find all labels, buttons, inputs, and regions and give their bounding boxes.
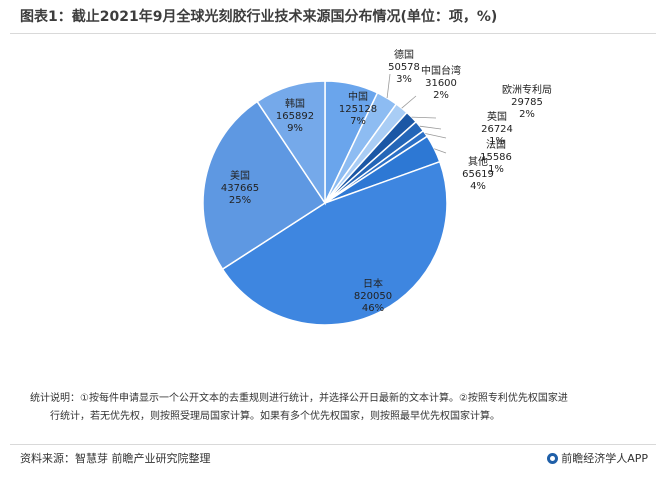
slice-value: 165892 <box>276 111 314 122</box>
pie-slice <box>202 100 327 271</box>
slice-percent: 4% <box>470 181 486 192</box>
pie-slice <box>256 80 326 206</box>
slice-name: 中国台湾 <box>421 64 461 77</box>
slice-name: 中国 <box>348 90 368 103</box>
slice-percent: 7% <box>350 116 366 127</box>
pie-chart: 中国 125128 7%德国 50578 3%中国台湾 31600 2% 欧洲专利局 29785… <box>202 48 552 326</box>
slice-name: 日本 <box>363 277 383 290</box>
slice-label: 中国 125128 7% <box>339 90 377 127</box>
slice-name: 欧洲专利局 <box>502 83 552 96</box>
slice-percent: 2% <box>433 90 449 101</box>
note-line-1: 统计说明：①按每件申请显示一个公开文本的去重规则进行统计，并选择公开日最新的文本… <box>30 393 568 404</box>
title-divider <box>10 33 656 34</box>
statistics-note: 统计说明：①按每件申请显示一个公开文本的去重规则进行统计，并选择公开日最新的文本… <box>30 390 640 426</box>
slice-name: 德国 <box>394 48 414 61</box>
slice-value: 15586 <box>480 152 512 163</box>
brand: 前瞻经济学人APP <box>547 450 648 466</box>
leader-line <box>419 125 442 130</box>
slice-percent: 2% <box>519 109 535 120</box>
leader-line <box>434 148 447 154</box>
slice-name: 美国 <box>230 169 250 182</box>
slice-value: 65619 <box>462 169 494 180</box>
slice-label: 美国 437665 25% <box>221 169 259 206</box>
brand-logo-icon <box>547 452 559 464</box>
slice-value: 125128 <box>339 104 377 115</box>
leader-line <box>386 73 391 99</box>
slice-percent: 1% <box>489 136 505 147</box>
slice-value: 29785 <box>511 97 543 108</box>
slice-label: 日本 820050 46% <box>354 277 392 314</box>
slice-value: 437665 <box>221 183 259 194</box>
slice-label: 欧洲专利局 29785 2% <box>502 83 552 120</box>
brand-name: 前瞻经济学人APP <box>561 452 648 465</box>
slice-percent: 25% <box>229 195 251 206</box>
slice-label: 韩国 165892 9% <box>276 97 314 134</box>
slice-name: 英国 <box>487 110 507 123</box>
slice-value: 50578 <box>388 62 420 73</box>
slice-label: 英国 26724 1% <box>481 110 513 147</box>
note-line-2: 行统计，若无优先权，则按照受理局国家计算。如果有多个优先权国家，则按照最早优先权… <box>50 411 500 422</box>
slice-name: 其他 <box>468 155 488 168</box>
leader-line <box>411 116 437 119</box>
slice-label: 其他 65619 4% <box>462 155 494 192</box>
slice-percent: 1% <box>488 164 504 175</box>
slice-label: 德国 50578 3% <box>388 48 420 85</box>
slice-percent: 46% <box>362 303 384 314</box>
slice-value: 26724 <box>481 124 513 135</box>
slice-name: 韩国 <box>285 97 305 110</box>
slice-percent: 3% <box>396 74 412 85</box>
pie-slice <box>221 160 448 326</box>
footer-divider <box>10 444 656 445</box>
slice-percent: 9% <box>287 123 303 134</box>
slice-value: 31600 <box>425 78 457 89</box>
source-text: 资料来源：智慧芽 前瞻产业研究院整理 <box>20 452 211 465</box>
slice-name: 法国 <box>486 138 506 151</box>
chart-title: 图表1：截止2021年9月全球光刻胶行业技术来源国分布情况(单位：项，%) <box>20 9 498 25</box>
slice-value: 820050 <box>354 291 392 302</box>
leader-line <box>425 133 447 139</box>
slice-label: 中国台湾 31600 2% <box>421 64 461 101</box>
leader-line <box>401 95 417 109</box>
slice-label: 法国 15586 1% <box>480 138 512 175</box>
